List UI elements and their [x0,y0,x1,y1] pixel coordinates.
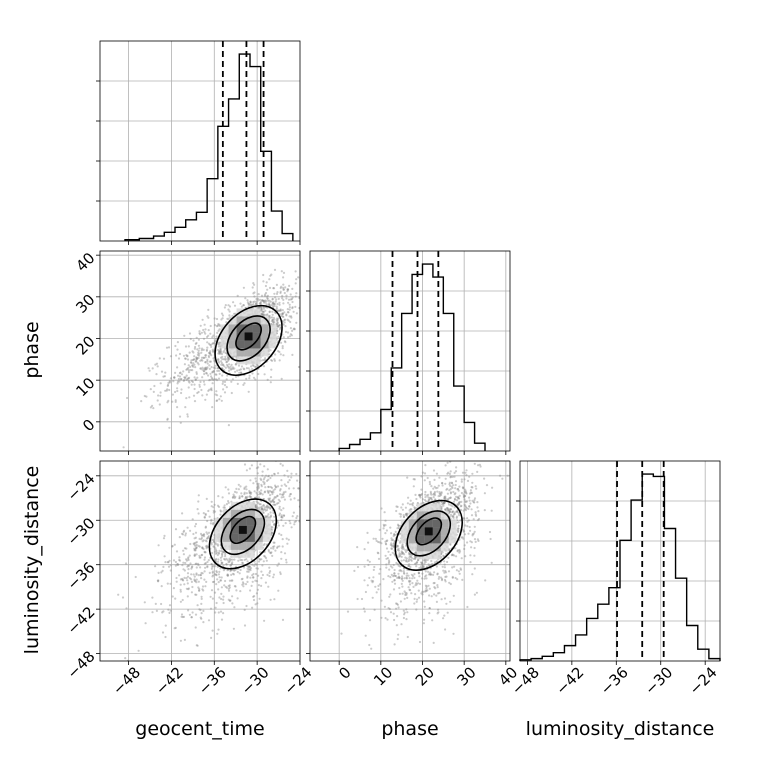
density-contour [226,315,271,362]
y-tick-label: 10 [72,374,98,400]
x-tick-label: 10 [370,663,396,689]
density-contour [214,304,283,377]
x-axis-label-luminosity-distance: luminosity_distance [526,718,715,740]
x-tick-label: 0 [335,663,354,682]
y-tick-label: −24 [63,470,98,505]
density-contour [208,498,278,570]
scatter-panel-geocent-time-vs-phase [99,250,301,452]
scatter-points [340,461,509,650]
x-tick-label: 30 [453,663,479,689]
y-tick-label: 0 [79,416,98,435]
x-tick-label: −30 [641,663,676,698]
panel-frame [99,460,301,662]
panel-frame [99,250,301,452]
density-contour [406,510,452,557]
x-tick-label: −24 [686,663,721,698]
x-tick-label: −30 [238,663,273,698]
scatter-points [122,267,300,449]
scatter-panel-geocent-time-vs-luminosity-distance [99,460,301,662]
panel-frame [519,460,721,662]
x-tick-label: −42 [152,663,187,698]
y-tick-label: −36 [63,559,98,594]
y-axis-label-luminosity-distance: luminosity_distance [21,466,43,655]
histogram-panel-geocent-time [96,40,301,242]
y-axis-label-phase: phase [21,321,43,378]
y-tick-label: 20 [72,332,98,358]
y-ticks-phase: 0 10 20 30 40 [72,249,100,435]
histogram-panel-luminosity-distance [516,460,721,662]
density-contour [394,499,464,571]
x-axis-label-geocent-time: geocent_time [135,718,264,740]
x-ticks-luminosity-distance: −48 −42 −36 −30 −24 [508,661,721,698]
panel-frame [309,460,511,662]
density-contour [415,517,443,546]
y-tick-label: −30 [63,514,98,549]
panel-frame [99,40,301,242]
scatter-panel-phase-vs-luminosity-distance [309,460,511,662]
x-tick-label: −36 [597,663,632,698]
x-tick-label: −24 [280,663,315,698]
x-tick-label: 20 [412,663,438,689]
y-tick-label: −48 [63,647,98,682]
panel-frame [309,250,511,452]
y-tick-label: 30 [72,291,98,317]
x-tick-label: −42 [552,663,587,698]
x-axis-label-phase: phase [381,718,438,740]
y-tick-label: −42 [63,603,98,638]
histogram-panel-phase [306,250,511,452]
histogram-step-line [519,473,721,661]
histogram-step-line [338,263,486,451]
x-tick-label: −48 [109,663,144,698]
density-contour [220,508,266,556]
histogram-step-line [124,53,294,241]
density-contour [235,322,262,351]
density-contour [229,515,257,545]
x-tick-label: −36 [195,663,230,698]
y-tick-label: 40 [72,249,98,275]
scatter-points [117,461,300,661]
